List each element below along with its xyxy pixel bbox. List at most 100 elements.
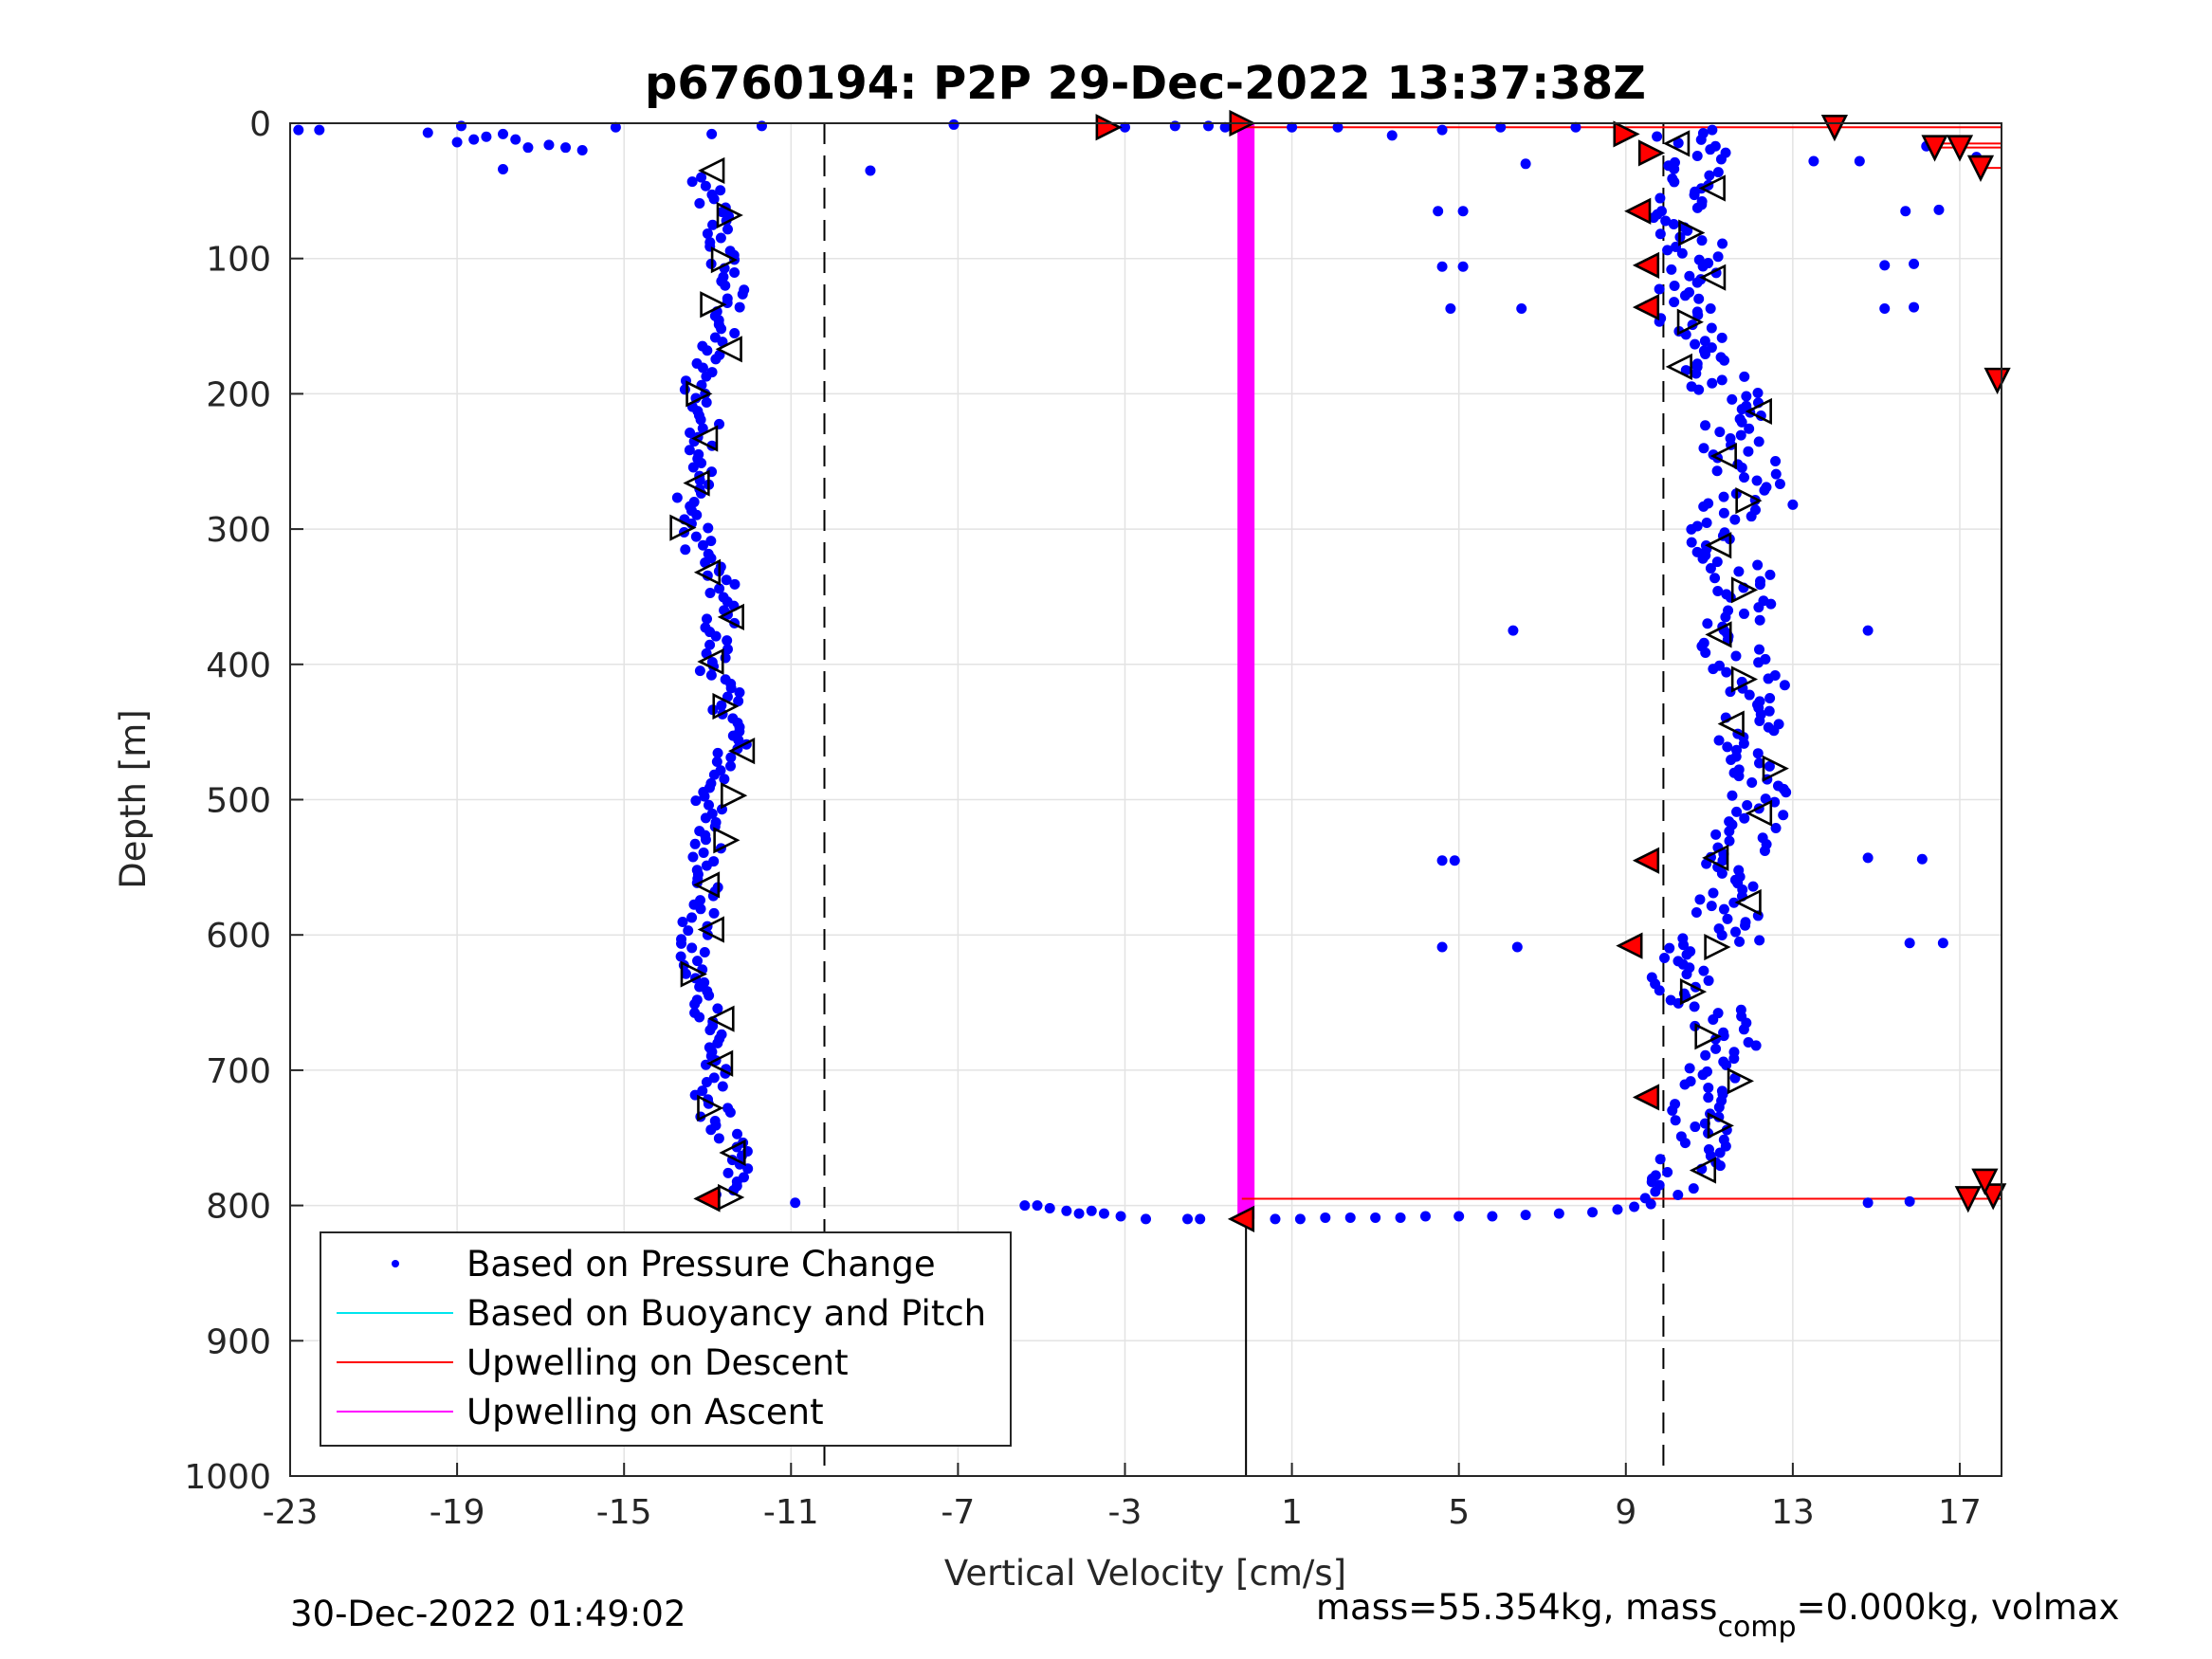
ascent-point-49 [1654, 283, 1665, 295]
ascent-triangle-39 [1745, 799, 1773, 827]
descent-point-122 [716, 700, 727, 711]
descent-marker-extra-1 [1954, 1186, 1982, 1213]
ascent-point-138 [1709, 573, 1721, 584]
legend-label-1: Based on Buoyancy and Pitch [466, 1293, 986, 1334]
descent-point-157 [687, 851, 699, 863]
outlier-point-23 [1787, 499, 1799, 510]
outlier-point-13 [1909, 258, 1920, 269]
ascent-triangle-26 [1678, 219, 1706, 246]
descent-point-63 [684, 445, 695, 456]
outlier-point-21 [1937, 938, 1948, 949]
outlier-point-19 [1916, 853, 1928, 865]
descent-point-81 [703, 522, 714, 534]
descent-point-12 [722, 224, 733, 235]
ascent-point-64 [1716, 332, 1728, 343]
descent-point-78 [691, 509, 703, 520]
x-tick-label-9: 13 [1771, 1493, 1815, 1532]
y-tick-label-9: 900 [206, 1322, 271, 1361]
descent-point-139 [719, 774, 730, 785]
bottom-point-24 [1612, 1204, 1623, 1215]
ascent-point-289 [1684, 1063, 1695, 1074]
ascent-point-206 [1760, 793, 1771, 805]
ascent-triangle-28 [1676, 308, 1704, 336]
ascent-point-210 [1731, 806, 1743, 817]
descent-point-67 [687, 462, 699, 473]
ascent-point-282 [1750, 1040, 1762, 1051]
ascent-triangle-27 [1699, 264, 1727, 291]
red-triangle-8 [1616, 932, 1643, 959]
outlier-point-3 [1457, 261, 1469, 272]
ascent-point-0 [1707, 124, 1718, 136]
descent-point-49 [679, 384, 690, 395]
ascent-point-142 [1712, 585, 1724, 596]
descent-point-13 [702, 228, 713, 239]
surface-point-24 [1332, 121, 1344, 133]
descent-point-114 [694, 665, 705, 677]
ascent-point-91 [1700, 420, 1711, 431]
surface-point-22 [1219, 121, 1231, 133]
bottom-point-25 [1629, 1201, 1640, 1212]
descent-point-22 [729, 267, 740, 279]
ascent-point-81 [1752, 388, 1764, 399]
outlier-point-1 [1457, 206, 1469, 217]
ascent-point-29 [1668, 218, 1679, 229]
ascent-point-90 [1736, 416, 1747, 428]
ascent-point-2 [1652, 131, 1663, 142]
x-tick-label-2: -15 [596, 1493, 652, 1532]
ascent-point-45 [1684, 270, 1695, 282]
descent-point-93 [721, 574, 732, 586]
descent-point-130 [733, 735, 744, 746]
descent-point-177 [676, 938, 687, 949]
descent-triangle-19 [707, 1005, 735, 1032]
red-triangle-9 [1632, 1084, 1660, 1111]
descent-point-216 [724, 1106, 736, 1118]
ascent-point-111 [1759, 484, 1770, 496]
surface-point-29 [1570, 121, 1581, 133]
descent-triangle-4 [715, 336, 742, 363]
surface-point-27 [1495, 121, 1507, 133]
ascent-point-71 [1719, 355, 1730, 366]
outlier-point-2 [1436, 261, 1448, 272]
ascent-point-240 [1718, 903, 1729, 915]
ascent-point-248 [1716, 929, 1728, 940]
ascent-triangle-46 [1707, 1112, 1734, 1139]
descent-point-74 [671, 492, 683, 503]
ascent-triangle-38 [1762, 755, 1789, 782]
descent-point-135 [711, 757, 722, 768]
red-triangle-4 [1624, 197, 1652, 225]
descent-point-159 [701, 860, 712, 871]
outlier-point-0 [1433, 206, 1444, 217]
descent-point-102 [702, 613, 713, 625]
descent-point-52 [701, 397, 712, 409]
ascent-point-312 [1679, 1138, 1691, 1149]
ascent-point-189 [1738, 738, 1749, 749]
ascent-point-252 [1664, 942, 1675, 954]
ascent-point-216 [1724, 826, 1735, 837]
ascent-point-107 [1739, 472, 1750, 483]
descent-point-133 [712, 747, 723, 758]
surface-point-7 [498, 128, 509, 139]
descent-point-25 [720, 280, 731, 291]
ascent-point-42 [1697, 261, 1709, 272]
bottom-point-16 [1370, 1212, 1381, 1223]
ascent-point-307 [1690, 1121, 1701, 1133]
ascent-point-96 [1753, 436, 1764, 447]
ascent-triangle-34 [1730, 576, 1759, 604]
ascent-point-247 [1730, 926, 1742, 938]
ascent-point-235 [1708, 887, 1719, 899]
legend-label-0: Based on Pressure Change [466, 1244, 936, 1285]
surface-point-13 [576, 145, 588, 156]
axes-box [289, 122, 2002, 1477]
descent-point-6 [694, 197, 705, 209]
ascent-point-150 [1720, 611, 1731, 623]
ascent-point-270 [1689, 1001, 1700, 1012]
x-tick-label-5: -3 [1108, 1493, 1143, 1532]
ascent-point-201 [1746, 777, 1758, 789]
bottom-point-20 [1487, 1211, 1498, 1222]
descent-point-118 [725, 683, 737, 694]
ascent-point-28 [1660, 215, 1672, 227]
ascent-point-259 [1698, 965, 1709, 976]
surface-point-14 [610, 121, 621, 133]
outlier-point-16 [1909, 301, 1920, 313]
descent-point-94 [729, 578, 740, 590]
